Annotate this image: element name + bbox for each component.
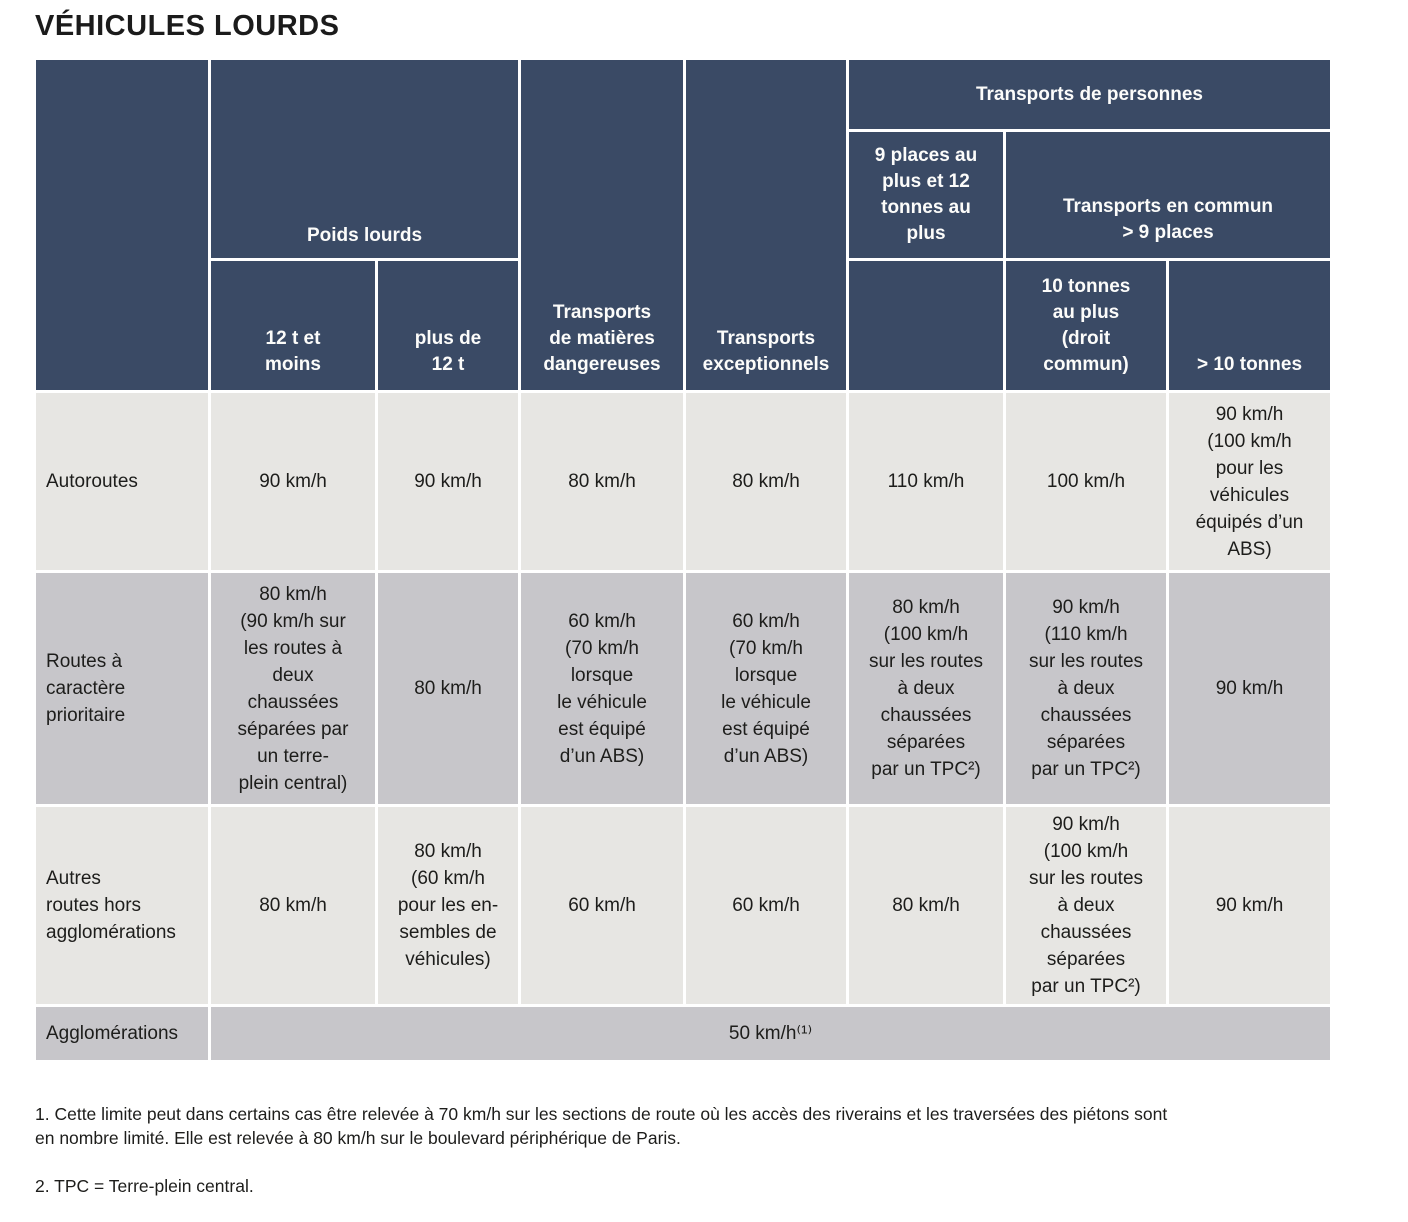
header-10-tonnes-au-plus: 10 tonnes au plus (droit commun) xyxy=(1006,261,1166,390)
cell-autoroutes-plus12t: 90 km/h xyxy=(378,393,518,570)
header-empty-cell xyxy=(849,261,1003,390)
speed-limits-table: Poids lourds Transports de matières dang… xyxy=(33,57,1333,1063)
footnote-1: 1. Cette limite peut dans certains cas ê… xyxy=(35,1104,1168,1148)
header-corner-cell xyxy=(36,60,208,390)
header-transports-personnes: Transports de personnes xyxy=(849,60,1330,129)
row-label-agglomerations: Agglomérations xyxy=(36,1007,208,1060)
cell-autoroutes-10tonnes: 100 km/h xyxy=(1006,393,1166,570)
table-row-autres-routes: Autres routes hors agglomérations 80 km/… xyxy=(36,807,1330,1004)
header-matieres-dangereuses: Transports de matières dangereuses xyxy=(521,60,683,390)
header-transports-exceptionnels: Transports exceptionnels xyxy=(686,60,846,390)
header-poids-lourds: Poids lourds xyxy=(211,60,518,258)
row-label-routes-prioritaires: Routes à caractère prioritaire xyxy=(36,573,208,804)
header-transports-en-commun: Transports en commun > 9 places xyxy=(1006,132,1330,258)
cell-autoroutes-exceptionnels: 80 km/h xyxy=(686,393,846,570)
footnotes: 1. Cette limite peut dans certains cas ê… xyxy=(35,1078,1380,1222)
row-label-autoroutes: Autoroutes xyxy=(36,393,208,570)
footnote-2: 2. TPC = Terre-plein central. xyxy=(35,1176,254,1196)
cell-autres-12t: 80 km/h xyxy=(211,807,375,1004)
cell-autres-9places: 80 km/h xyxy=(849,807,1003,1004)
cell-agglomerations-value: 50 km/h⁽¹⁾ xyxy=(211,1007,1330,1060)
cell-routes-matieres: 60 km/h (70 km/h lorsque le véhicule est… xyxy=(521,573,683,804)
header-plus-10-tonnes: > 10 tonnes xyxy=(1169,261,1330,390)
cell-routes-plus12t: 80 km/h xyxy=(378,573,518,804)
cell-routes-exceptionnels: 60 km/h (70 km/h lorsque le véhicule est… xyxy=(686,573,846,804)
cell-autoroutes-9places: 110 km/h xyxy=(849,393,1003,570)
table-row-autoroutes: Autoroutes 90 km/h 90 km/h 80 km/h 80 km… xyxy=(36,393,1330,570)
cell-autres-10tonnes: 90 km/h (100 km/h sur les routes à deux … xyxy=(1006,807,1166,1004)
cell-autoroutes-plus10tonnes: 90 km/h (100 km/h pour les véhicules équ… xyxy=(1169,393,1330,570)
page-title: VÉHICULES LOURDS xyxy=(35,10,340,42)
cell-routes-9places: 80 km/h (100 km/h sur les routes à deux … xyxy=(849,573,1003,804)
cell-routes-plus10tonnes: 90 km/h xyxy=(1169,573,1330,804)
cell-autoroutes-matieres: 80 km/h xyxy=(521,393,683,570)
cell-routes-10tonnes: 90 km/h (110 km/h sur les routes à deux … xyxy=(1006,573,1166,804)
header-12t-et-moins: 12 t et moins xyxy=(211,261,375,390)
table-row-agglomerations: Agglomérations 50 km/h⁽¹⁾ xyxy=(36,1007,1330,1060)
table-row-routes-prioritaires: Routes à caractère prioritaire 80 km/h (… xyxy=(36,573,1330,804)
cell-autres-matieres: 60 km/h xyxy=(521,807,683,1004)
cell-autoroutes-12t: 90 km/h xyxy=(211,393,375,570)
cell-routes-12t: 80 km/h (90 km/h sur les routes à deux c… xyxy=(211,573,375,804)
header-plus-de-12t: plus de 12 t xyxy=(378,261,518,390)
row-label-autres-routes: Autres routes hors agglomérations xyxy=(36,807,208,1004)
cell-autres-exceptionnels: 60 km/h xyxy=(686,807,846,1004)
cell-autres-plus10tonnes: 90 km/h xyxy=(1169,807,1330,1004)
cell-autres-plus12t: 80 km/h (60 km/h pour les en- sembles de… xyxy=(378,807,518,1004)
header-9-places: 9 places au plus et 12 tonnes au plus xyxy=(849,132,1003,258)
